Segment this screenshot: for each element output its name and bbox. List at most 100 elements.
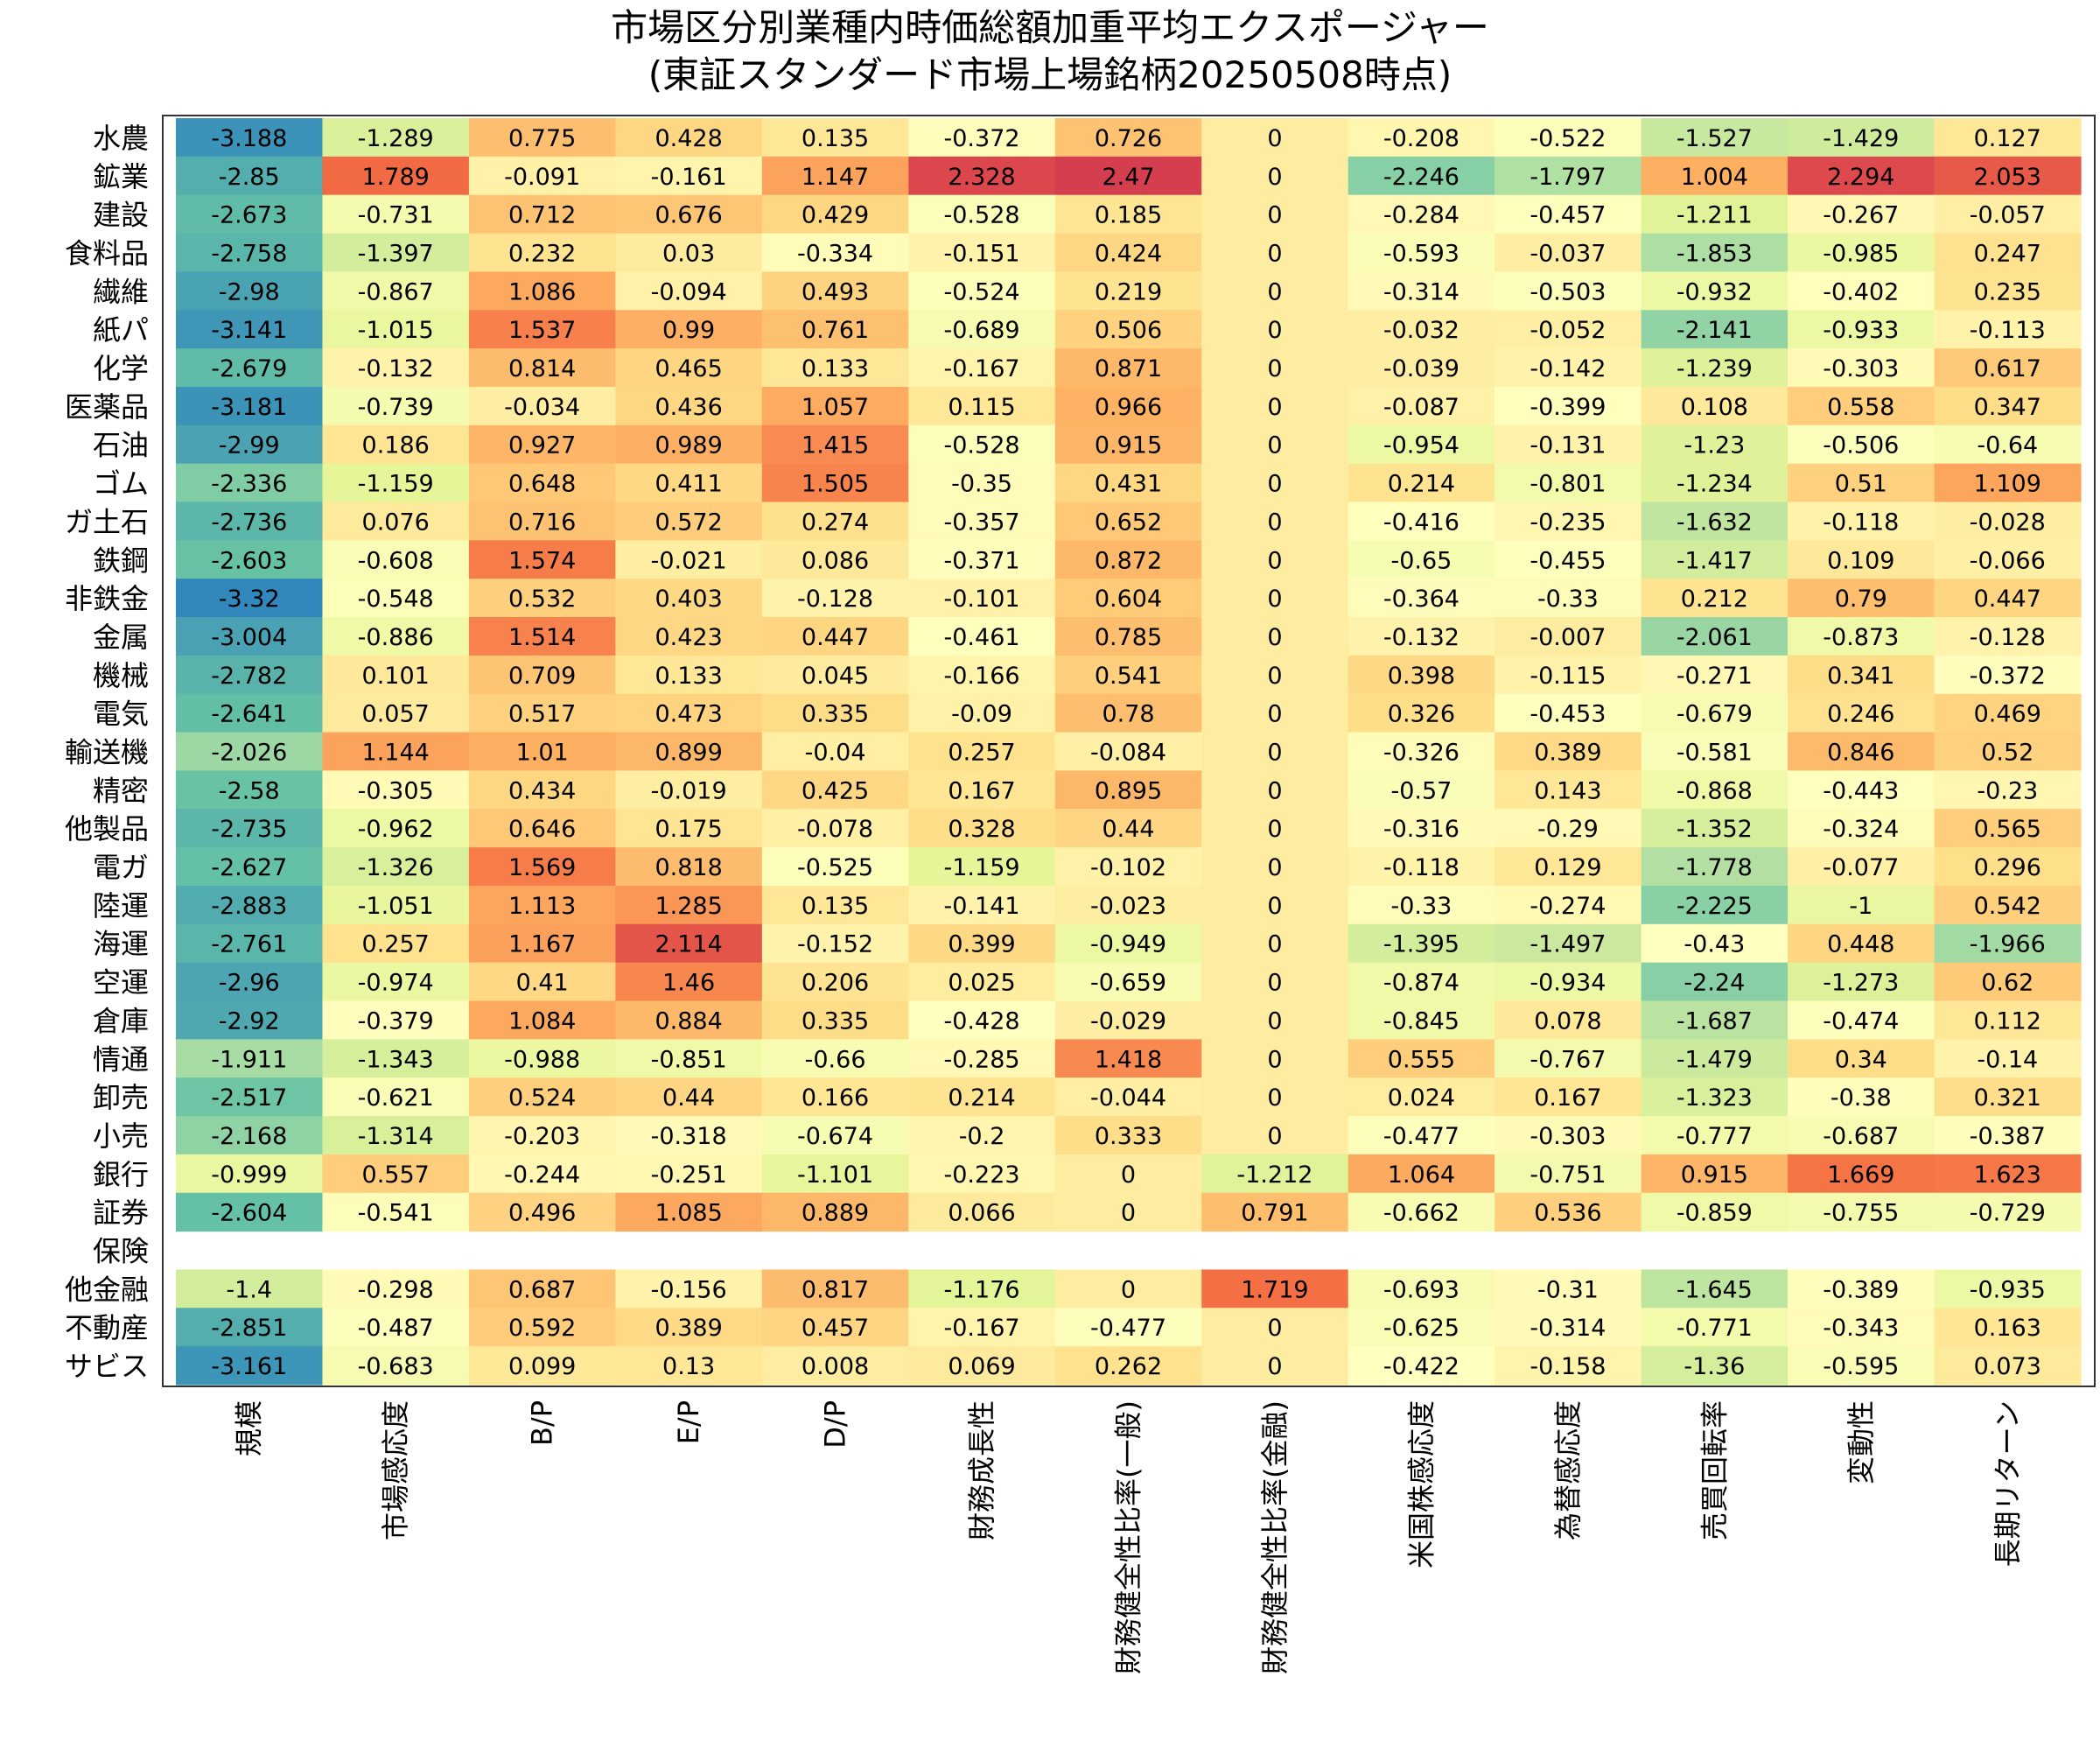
heatmap-cell [1934,424,2082,465]
cell-value-label: -0.29 [1537,816,1599,843]
cell-value-label: -0.932 [1676,278,1753,305]
heatmap-cell [1788,1269,1936,1308]
cell-value-label: -2.758 [211,240,287,267]
cell-value-label: -1.911 [211,1046,287,1073]
heatmap-cell [761,348,909,388]
cell-value-label: 0.073 [1974,1353,2041,1380]
heatmap-cell [1054,770,1202,810]
heatmap-cell [322,348,470,388]
cell-value-label: 0.185 [1095,202,1162,229]
cell-value-label: 0.648 [508,471,576,498]
cell-value-label: 0.135 [802,893,869,920]
heatmap-cell [176,386,324,426]
heatmap-cell [322,463,470,503]
heatmap-cell [322,655,470,695]
cell-value-label: -0.457 [1530,202,1606,229]
cell-value-label: -1.36 [1684,1353,1745,1380]
cell-value-label: 1.574 [508,547,576,574]
heatmap-cell [1054,1077,1202,1117]
cell-value-label: -2.641 [211,701,287,728]
cell-value-label: 0.257 [948,740,1015,767]
heatmap-cell [615,156,763,196]
heatmap-cell [1641,923,1788,964]
heatmap-cell [1348,770,1495,810]
cell-value-label: -0.029 [1090,1007,1166,1035]
cell-value-label: -0.057 [1970,202,2046,229]
cell-value-label: 0.79 [1835,586,1887,613]
heatmap-cell [1348,579,1495,618]
column-label: 変動性 [1844,1400,1878,1484]
cell-value-label: -0.305 [358,777,434,804]
cell-value-label: -2.517 [211,1084,287,1112]
heatmap-cell [1641,693,1788,733]
cell-value-label: -0.868 [1676,777,1753,804]
cell-value-label: 0.617 [1974,355,2041,382]
cell-value-label: -0.04 [805,740,866,767]
heatmap-cell [1348,1116,1495,1155]
cell-value-label: 0 [1267,394,1282,421]
heatmap-cell [1934,502,2082,541]
heatmap-cell [908,1116,1056,1155]
cell-value-label: 0.066 [948,1200,1015,1227]
heatmap-cell [1788,1346,1936,1386]
cell-value-label: 0.112 [1974,1007,2041,1035]
row-label: 食料品 [65,236,149,270]
heatmap-cell [176,310,324,349]
cell-value-label: -0.548 [358,586,434,613]
cell-value-label: -0.455 [1530,547,1606,574]
cell-value-label: -0.954 [1383,432,1460,460]
cell-value-label: -0.102 [1090,854,1166,881]
cell-value-label: -0.751 [1530,1161,1606,1189]
heatmap-cell [761,156,909,196]
cell-value-label: 0.899 [654,740,722,767]
heatmap-cell [1788,118,1936,158]
cell-value-label: 0.884 [654,1007,722,1035]
cell-value-label: 0.423 [654,624,722,651]
heatmap-cell [1788,847,1936,887]
cell-value-label: -1.632 [1676,509,1753,536]
heatmap-cell [1641,1192,1788,1232]
cell-value-label: 0.889 [802,1200,869,1227]
cell-value-label: -1.343 [358,1046,434,1073]
cell-value-label: -0.128 [1970,624,2046,651]
heatmap-cell [1348,310,1495,349]
heatmap-cell [1054,885,1202,925]
heatmap-cell [468,271,616,311]
heatmap-cell [615,655,763,695]
heatmap-cell [1641,310,1788,349]
heatmap-cell [1348,693,1495,733]
heatmap-cell [908,1154,1056,1194]
heatmap-cell [1934,386,2082,426]
column-label: 市場感応度 [379,1400,412,1540]
heatmap-cell [468,233,616,272]
heatmap-cell [1348,1192,1495,1232]
cell-value-label: 0.143 [1534,777,1601,804]
cell-value-label: 0.712 [508,202,576,229]
heatmap-cell [1348,809,1495,848]
cell-value-label: -0.318 [651,1123,727,1150]
cell-value-label: -0.115 [1530,663,1606,690]
heatmap-cell [1641,617,1788,656]
cell-value-label: -0.101 [944,586,1020,613]
row-label: 空運 [93,966,149,1000]
heatmap-cell [908,1192,1056,1232]
row-label: 不動産 [65,1311,149,1344]
cell-value-label: -1.323 [1676,1084,1753,1112]
cell-value-label: 0.167 [1534,1084,1601,1112]
heatmap-cell [1788,1116,1936,1155]
heatmap-cell [1934,847,2082,887]
heatmap-cell [761,885,909,925]
heatmap-cell [1788,156,1936,196]
cell-value-label: -0.443 [1823,777,1899,804]
cell-value-label: -0.416 [1383,509,1460,536]
cell-value-label: 0.506 [1095,317,1162,344]
cell-value-label: -0.343 [1823,1315,1899,1342]
cell-value-label: 0.127 [1974,125,2041,152]
cell-value-label: 0 [1267,317,1282,344]
heatmap-cell [1494,617,1642,656]
heatmap-cell [176,1000,324,1040]
heatmap-cell [1494,1116,1642,1155]
heatmap-cell [1934,693,2082,733]
cell-value-label: -0.364 [1383,586,1460,613]
